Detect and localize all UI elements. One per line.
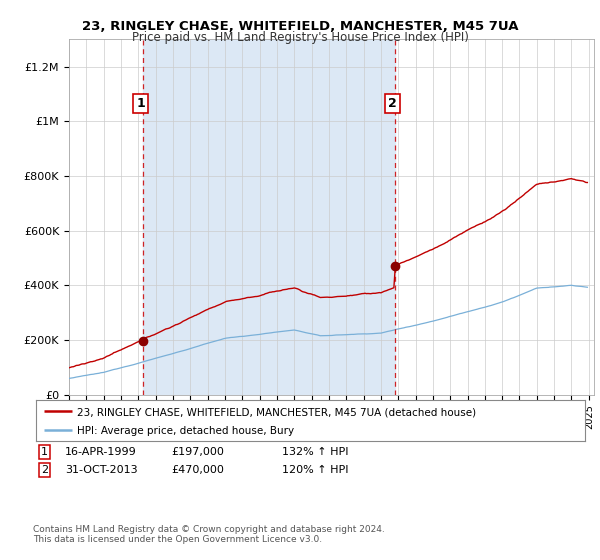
- Text: Price paid vs. HM Land Registry's House Price Index (HPI): Price paid vs. HM Land Registry's House …: [131, 31, 469, 44]
- Text: 31-OCT-2013: 31-OCT-2013: [65, 465, 137, 475]
- Text: 1: 1: [136, 97, 145, 110]
- Text: £197,000: £197,000: [171, 447, 224, 457]
- Text: 2: 2: [388, 97, 397, 110]
- Bar: [143, 39, 395, 395]
- Text: 132% ↑ HPI: 132% ↑ HPI: [282, 447, 349, 457]
- Text: Contains HM Land Registry data © Crown copyright and database right 2024.
This d: Contains HM Land Registry data © Crown c…: [33, 525, 385, 544]
- Text: 23, RINGLEY CHASE, WHITEFIELD, MANCHESTER, M45 7UA (detached house): 23, RINGLEY CHASE, WHITEFIELD, MANCHESTE…: [77, 408, 476, 418]
- Text: 2: 2: [41, 465, 48, 475]
- Text: 120% ↑ HPI: 120% ↑ HPI: [282, 465, 349, 475]
- Text: HPI: Average price, detached house, Bury: HPI: Average price, detached house, Bury: [77, 426, 295, 436]
- Text: 16-APR-1999: 16-APR-1999: [65, 447, 137, 457]
- Text: 23, RINGLEY CHASE, WHITEFIELD, MANCHESTER, M45 7UA: 23, RINGLEY CHASE, WHITEFIELD, MANCHESTE…: [82, 20, 518, 32]
- Text: 1: 1: [41, 447, 48, 457]
- Text: £470,000: £470,000: [171, 465, 224, 475]
